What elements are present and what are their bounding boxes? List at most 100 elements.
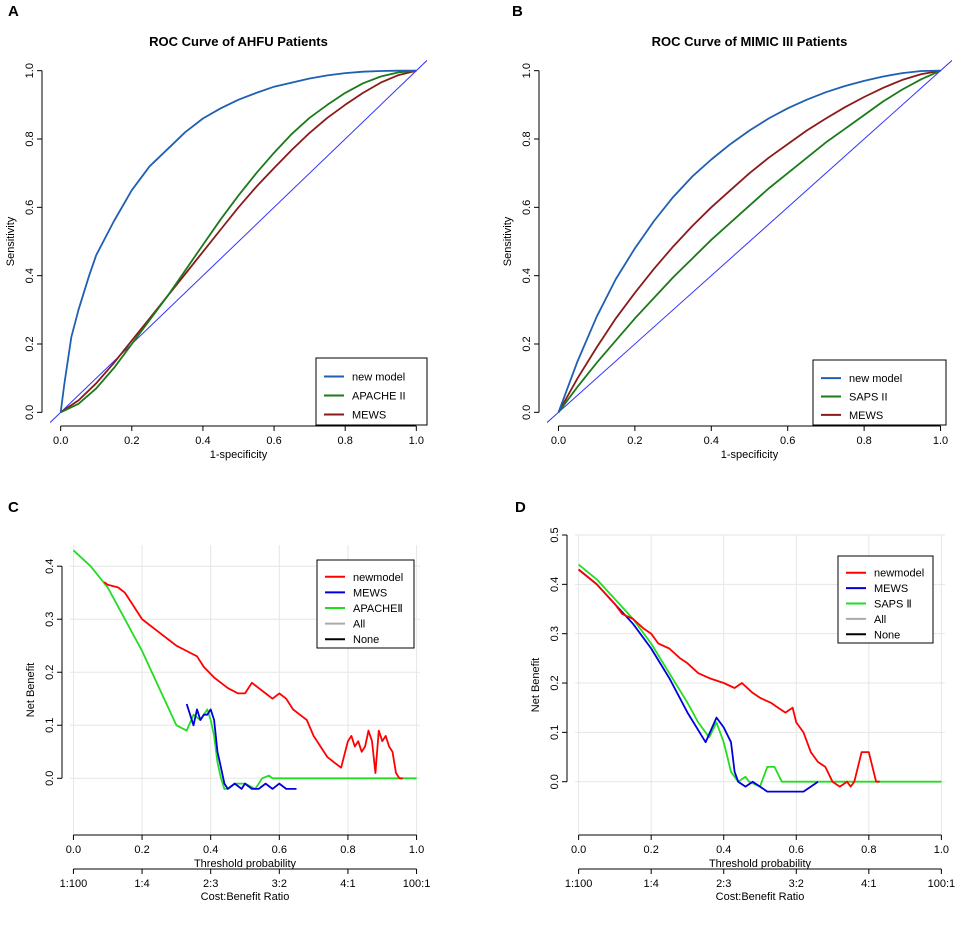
series-line-new-model (557, 69, 941, 413)
cost-benefit-tick-label: 4:1 (861, 878, 876, 890)
x-tick-label: 0.6 (272, 844, 287, 856)
x-tick-label: 0.8 (338, 435, 353, 447)
legend-label: None (874, 629, 900, 641)
y-tick-label: 0.1 (549, 725, 561, 740)
y-tick-label: 0.1 (44, 718, 56, 733)
x-axis-label: Threshold probability (194, 858, 297, 870)
y-tick-label: 0.0 (44, 771, 56, 786)
legend-label: MEWS (352, 410, 386, 422)
panel-label: D (515, 499, 526, 516)
legend-box (812, 359, 947, 426)
series-line-mews (578, 568, 819, 793)
y-tick-label: 0.0 (549, 774, 561, 789)
x-tick-label: 0.6 (780, 435, 795, 447)
x-tick-label: 0.0 (66, 844, 81, 856)
reference-diagonal (547, 60, 952, 423)
cost-benefit-tick-label: 1:100 (60, 878, 88, 890)
legend-label: All (353, 619, 365, 631)
y-tick-label: 0.4 (521, 268, 533, 283)
y-tick-label: 0.0 (24, 405, 36, 420)
cost-benefit-tick-label: 4:1 (340, 878, 355, 890)
panel-c: C 0.0 0.2 0.4 0.6 0.8 1.0 0.0 0.1 0.2 0.3 0.4 Thresh… (8, 499, 430, 903)
y-tick-label: 1.0 (24, 63, 36, 78)
legend-label: newmodel (353, 572, 403, 584)
y-tick-label: 0.2 (44, 665, 56, 680)
y-tick-label: 0.2 (549, 675, 561, 690)
panel-label: C (8, 499, 19, 516)
legend: newmodel MEWS SAPS Ⅱ All None (837, 555, 934, 644)
y-tick-label: 0.2 (24, 336, 36, 351)
series-line-new-model (59, 69, 417, 413)
x-axis-label: Threshold probability (709, 858, 812, 870)
x-tick-label: 0.2 (627, 435, 642, 447)
legend-label: new model (352, 372, 405, 384)
cost-benefit-tick-label: 1:100 (565, 878, 593, 890)
cost-benefit-tick-label: 100:1 (403, 878, 431, 890)
x-tick-label: 0.0 (571, 844, 586, 856)
cost-benefit-tick-label: 1:4 (644, 878, 659, 890)
y-tick-label: 0.4 (24, 268, 36, 283)
x-tick-label: 0.6 (789, 844, 804, 856)
legend-label: SAPS Ⅱ (874, 599, 912, 611)
series-line-newmodel (578, 568, 880, 788)
y-tick-label: 0.6 (24, 200, 36, 215)
y-tick-label: 0.8 (521, 131, 533, 146)
series-line-apache- (72, 549, 417, 790)
series-line-mews (60, 69, 417, 414)
panel-label: A (8, 3, 19, 20)
panel-b: B ROC Curve of MIMIC III Patients 0.0 0.2 0.… (502, 3, 952, 461)
x-tick-label: 0.0 (53, 435, 68, 447)
cost-benefit-tick-label: 1:4 (134, 878, 149, 890)
y-axis-label: Net Benefit (25, 663, 37, 717)
x-tick-label: 0.2 (134, 844, 149, 856)
x-tick-label: 0.2 (644, 844, 659, 856)
y-tick-label: 0.6 (521, 200, 533, 215)
x-tick-label: 0.4 (704, 435, 719, 447)
legend-label: MEWS (849, 410, 883, 422)
series-line-saps- (578, 563, 942, 788)
panel-label: B (512, 3, 523, 20)
legend-label: MEWS (353, 587, 387, 599)
reference-diagonal (50, 60, 427, 423)
y-axis-label: Sensitivity (5, 216, 17, 266)
series-line-apache-ii (60, 69, 417, 414)
x-tick-label: 0.4 (195, 435, 210, 447)
y-tick-label: 0.2 (521, 336, 533, 351)
legend-label: new model (849, 373, 902, 385)
y-tick-label: 0.4 (44, 559, 56, 574)
x-tick-label: 0.8 (861, 844, 876, 856)
chart-title: ROC Curve of MIMIC III Patients (652, 34, 848, 49)
series-line-newmodel (103, 581, 403, 780)
legend-label: None (353, 634, 379, 646)
cost-benefit-label: Cost:Benefit Ratio (716, 891, 805, 903)
cost-benefit-tick-label: 3:2 (272, 878, 287, 890)
legend-label: APACHE II (352, 391, 406, 403)
legend-label: newmodel (874, 568, 924, 580)
panel-d: D 0.0 0.2 0.4 0.6 0.8 1.0 0.0 0.1 0.2 0.3 0.4 0.5 Thr… (515, 499, 955, 903)
x-tick-label: 1.0 (934, 844, 949, 856)
y-tick-label: 0.5 (549, 527, 561, 542)
panel-a: A ROC Curve of AHFU Patients 0.0 0.2 0.4 0.6 0… (5, 3, 428, 461)
legend: new model SAPS II MEWS (812, 359, 947, 426)
y-tick-label: 1.0 (521, 63, 533, 78)
legend: newmodel MEWS APACHEⅡ All None (316, 559, 415, 649)
y-tick-label: 0.4 (549, 577, 561, 592)
legend-label: MEWS (874, 583, 908, 595)
x-tick-label: 0.6 (266, 435, 281, 447)
chart-title: ROC Curve of AHFU Patients (149, 34, 328, 49)
x-axis-label: 1-specificity (210, 449, 268, 461)
legend-label: All (874, 614, 886, 626)
y-tick-label: 0.8 (24, 131, 36, 146)
cost-benefit-tick-label: 3:2 (789, 878, 804, 890)
legend: new model APACHE II MEWS (315, 357, 428, 426)
y-tick-label: 0.0 (521, 405, 533, 420)
x-tick-label: 0.8 (856, 435, 871, 447)
series-line-saps-ii (557, 69, 941, 413)
x-tick-label: 0.2 (124, 435, 139, 447)
x-axis-label: 1-specificity (721, 449, 779, 461)
legend-label: SAPS II (849, 392, 888, 404)
y-tick-label: 0.3 (549, 626, 561, 641)
x-tick-label: 0.8 (340, 844, 355, 856)
series-line-mews (185, 703, 297, 790)
